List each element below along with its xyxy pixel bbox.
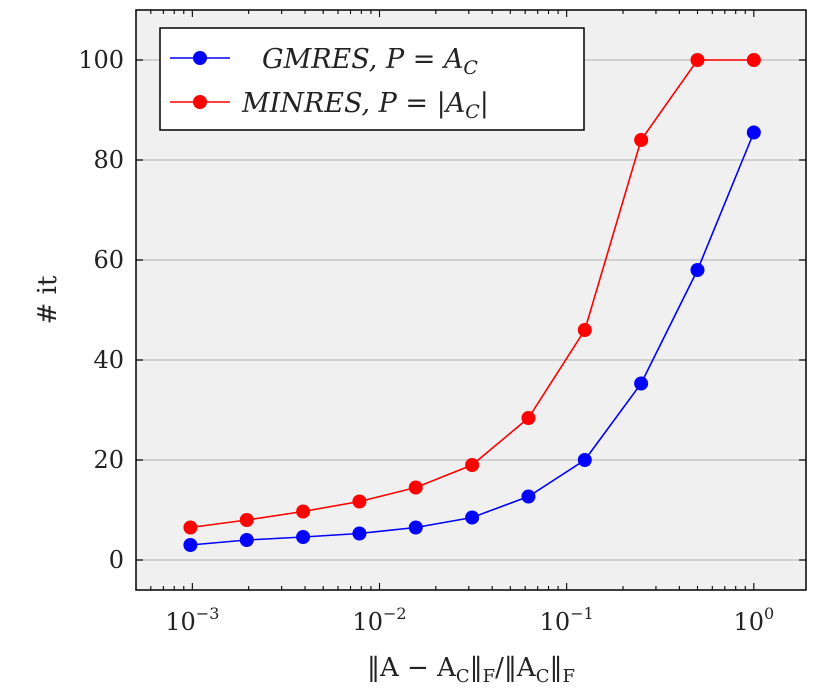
y-tick-label: 80 — [93, 146, 124, 174]
series-point-0 — [408, 520, 423, 535]
legend-marker-minres — [193, 95, 207, 109]
series-point-0 — [239, 533, 254, 547]
legend-box — [159, 27, 585, 131]
series-point-1 — [746, 53, 761, 67]
series-point-0 — [690, 263, 705, 277]
x-tick-label: 100 — [733, 604, 774, 636]
y-tick-label: 60 — [93, 246, 124, 274]
y-tick-label: 20 — [93, 446, 124, 474]
series-point-1 — [465, 458, 480, 472]
series-point-0 — [183, 538, 198, 552]
series-point-0 — [577, 453, 592, 467]
legend-label-minres: MINRES, P = |AC| — [241, 88, 489, 123]
series-point-0 — [296, 530, 311, 544]
x-axis-label: ‖A − AC‖F/‖AC‖F — [367, 653, 575, 687]
series-point-0 — [465, 510, 480, 525]
series-point-1 — [408, 480, 423, 495]
series-point-0 — [634, 376, 649, 391]
series-point-0 — [746, 125, 761, 140]
series-point-1 — [296, 504, 311, 519]
x-tick-label: 10−1 — [540, 604, 594, 636]
series-point-1 — [521, 411, 536, 425]
legend-marker-gmres — [193, 51, 207, 65]
x-tick-labels: 10−3 10−2 10−1 100 — [165, 604, 774, 636]
y-tick-label: 0 — [109, 546, 124, 574]
series-point-1 — [690, 53, 705, 67]
series-point-1 — [634, 133, 649, 147]
x-tick-label: 10−3 — [165, 604, 219, 636]
series-point-1 — [183, 520, 198, 535]
series-point-0 — [521, 489, 536, 504]
y-tick-labels: 0 20 40 60 80 100 — [78, 46, 124, 574]
y-tick-label: 40 — [93, 346, 124, 374]
series-point-0 — [352, 526, 367, 541]
series — [183, 53, 761, 552]
x-tick-label: 10−2 — [352, 604, 406, 636]
legend: GMRES, P = AC MINRES, P = |AC| — [159, 27, 585, 131]
y-axis-label: # it — [33, 275, 63, 324]
legend-label-gmres: GMRES, P = AC — [262, 44, 478, 79]
y-tick-label: 100 — [78, 46, 124, 74]
series-point-1 — [577, 323, 592, 337]
series-point-1 — [239, 513, 254, 527]
series-point-1 — [352, 494, 367, 509]
plot-frame — [135, 9, 807, 591]
